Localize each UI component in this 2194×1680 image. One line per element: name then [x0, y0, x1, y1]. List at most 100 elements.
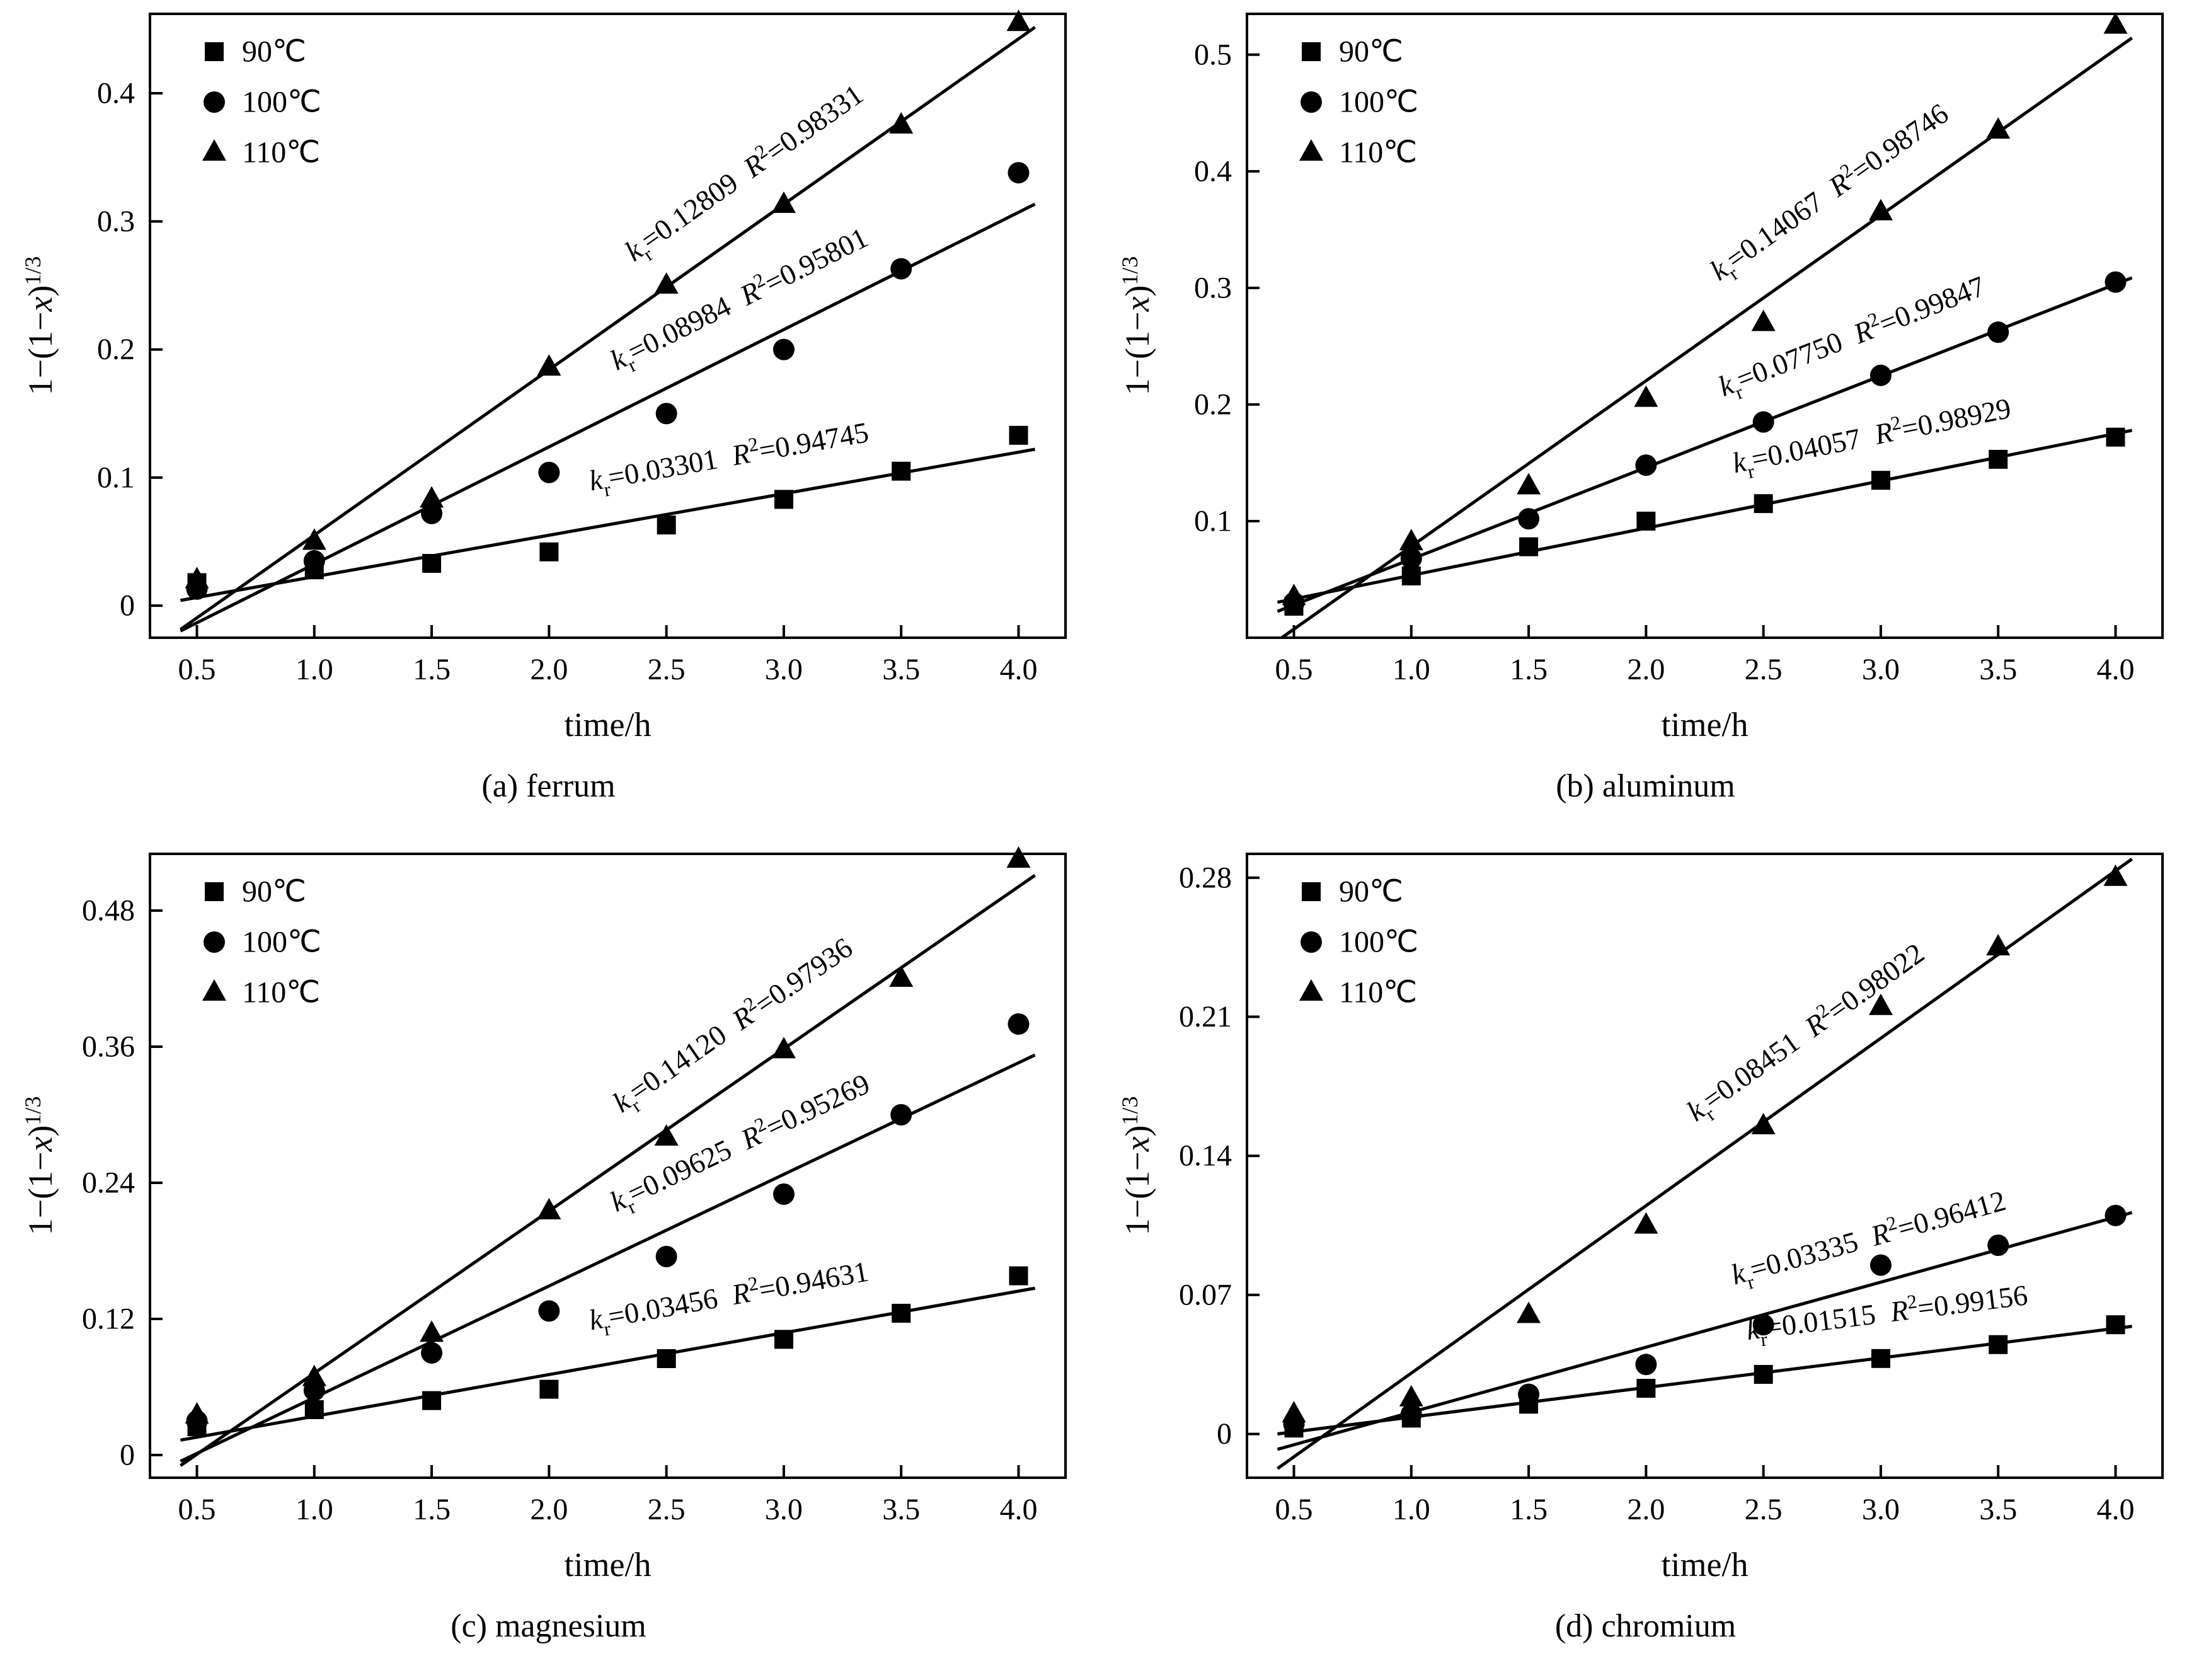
fit-annotation: kr=0.08451R2=0.98022	[1679, 935, 1933, 1132]
series-110℃	[1282, 864, 2128, 1423]
y-axis-ticks: 0 0.12 0.24 0.36 0.48	[82, 894, 163, 1472]
square-marker	[422, 1391, 442, 1410]
fit-annotation: kr=0.03301 R2=0.94745	[586, 413, 872, 503]
circle-marker	[204, 91, 225, 113]
x-tick-label: 0.5	[1275, 1493, 1313, 1526]
circle-marker	[1752, 1314, 1774, 1336]
square-marker	[304, 1400, 324, 1419]
circle-marker	[1301, 931, 1322, 953]
triangle-marker	[2103, 864, 2128, 886]
square-marker	[205, 882, 224, 901]
y-tick-label: 0	[120, 589, 135, 623]
triangle-marker	[420, 486, 444, 508]
square-marker	[1754, 494, 1773, 514]
x-tick-label: 2.0	[1627, 1493, 1665, 1526]
triangle-marker	[1634, 385, 1658, 407]
x-tick-label: 3.5	[882, 1493, 920, 1526]
triangle-marker	[1868, 198, 1893, 221]
square-marker	[1519, 537, 1539, 556]
square-marker	[1871, 471, 1890, 490]
circle-marker	[772, 1183, 795, 1205]
x-tick-label: 4.0	[999, 1493, 1037, 1526]
y-tick-label: 0.4	[1194, 154, 1232, 188]
y-tick-label: 0.07	[1179, 1278, 1232, 1311]
y-axis-label: 1−(1−x)1/3	[1117, 256, 1156, 396]
square-marker	[2106, 427, 2125, 447]
y-tick-label: 0.1	[1194, 504, 1232, 538]
square-marker	[1754, 1365, 1773, 1384]
x-tick-label: 0.5	[178, 653, 216, 686]
circle-marker	[890, 1104, 912, 1125]
circle-marker	[1987, 1234, 2009, 1257]
square-marker	[205, 42, 224, 61]
circle-marker	[890, 258, 912, 280]
x-tick-label: 1.0	[296, 653, 333, 686]
x-tick-label: 2.0	[1627, 653, 1665, 686]
panel-magnesium: 0.5 1.0 1.5 2.0 2.5 3.0 3.5 4.0 0 0.12 0.24 0.36 0.4…	[0, 840, 1097, 1680]
circle-marker	[1635, 454, 1657, 476]
x-tick-label: 0.5	[1275, 653, 1313, 686]
y-axis-label: 1−(1−x)1/3	[20, 1096, 59, 1236]
circle-marker	[1635, 1354, 1657, 1376]
y-tick-label: 0.3	[97, 205, 135, 238]
triangle-marker	[1986, 117, 2011, 139]
square-marker	[1636, 511, 1656, 531]
circle-marker	[1301, 91, 1322, 113]
triangle-marker	[1517, 473, 1541, 495]
legend: 90℃ 100℃ 110℃	[202, 35, 321, 170]
triangle-marker	[1282, 1401, 1306, 1423]
chart-chromium: 0.5 1.0 1.5 2.0 2.5 3.0 3.5 4.0 0 0.07 0.14 0.21 0.2…	[1117, 853, 2164, 1584]
panel-aluminum: 0.5 1.0 1.5 2.0 2.5 3.0 3.5 4.0 0.1 0.2 0.3 0.4 0.5 t…	[1097, 0, 2194, 840]
x-tick-label: 1.0	[1393, 1493, 1430, 1526]
triangle-marker	[1006, 846, 1031, 868]
legend-label: 100℃	[1339, 86, 1418, 119]
legend-label: 110℃	[1339, 136, 1417, 170]
circle-marker	[2105, 1204, 2127, 1226]
y-tick-label: 0.12	[82, 1303, 135, 1336]
triangle-marker	[185, 1402, 209, 1424]
square-marker	[1401, 566, 1421, 585]
legend-label: 110℃	[1339, 976, 1417, 1010]
y-tick-label: 0.3	[1194, 271, 1232, 304]
x-tick-label: 3.5	[1979, 653, 2017, 686]
square-marker	[657, 515, 676, 535]
legend: 90℃ 100℃ 110℃	[1299, 35, 1418, 170]
y-axis-label: 1−(1−x)1/3	[1117, 1096, 1156, 1236]
x-tick-label: 1.5	[1510, 1493, 1548, 1526]
x-tick-label: 1.5	[1510, 653, 1548, 686]
square-marker	[774, 1330, 793, 1349]
circle-marker	[204, 931, 225, 953]
circle-marker	[538, 1300, 560, 1322]
triangle-marker	[302, 528, 326, 550]
series-110℃	[185, 846, 1031, 1424]
triangle-marker	[202, 979, 226, 1001]
circle-marker	[1518, 508, 1540, 530]
triangle-marker	[420, 1320, 444, 1342]
x-tick-label: 4.0	[2096, 1493, 2134, 1526]
y-axis-ticks: 0 0.1 0.2 0.3 0.4	[97, 77, 163, 623]
square-marker	[1302, 42, 1321, 61]
x-axis-label: time/h	[565, 706, 652, 744]
fit-annotation: kr=0.01515 R2=0.99156	[1744, 1276, 2030, 1352]
triangle-marker	[1282, 584, 1306, 606]
x-tick-label: 0.5	[178, 1493, 216, 1526]
series-100℃	[186, 162, 1030, 600]
square-marker	[1989, 449, 2008, 469]
x-tick-label: 3.5	[1979, 1493, 2017, 1526]
square-marker	[892, 461, 911, 481]
x-tick-label: 3.0	[765, 1493, 803, 1526]
triangle-marker	[1517, 1301, 1541, 1323]
legend-label: 100℃	[242, 86, 321, 119]
legend: 90℃ 100℃ 110℃	[1299, 875, 1418, 1010]
x-tick-label: 3.0	[1862, 653, 1900, 686]
panel-caption-aluminum: (b) aluminum	[1556, 768, 1735, 804]
triangle-marker	[1868, 993, 1893, 1015]
fit-annotation: kr=0.03456 R2=0.94631	[586, 1253, 872, 1343]
legend-label: 100℃	[1339, 926, 1418, 959]
x-tick-label: 2.0	[530, 653, 568, 686]
panel-caption-ferrum: (a) ferrum	[481, 768, 616, 804]
x-axis-label: time/h	[1662, 706, 1749, 744]
panel-caption-magnesium: (c) magnesium	[451, 1608, 646, 1644]
x-tick-label: 1.0	[296, 1493, 333, 1526]
x-tick-label: 2.0	[530, 1493, 568, 1526]
